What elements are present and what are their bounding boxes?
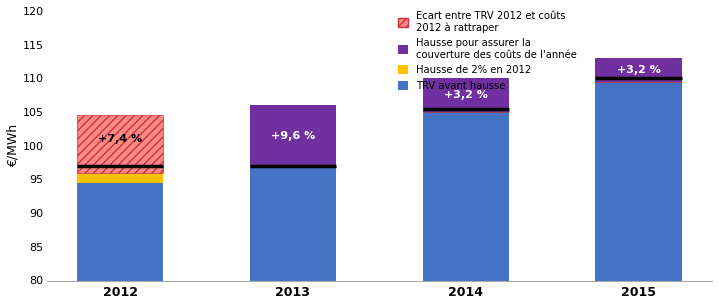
Bar	[77, 173, 163, 183]
Bar	[595, 82, 682, 281]
Bar	[249, 105, 336, 167]
Bar	[77, 115, 163, 173]
Bar	[423, 78, 509, 112]
Text: +3,2 %: +3,2 %	[617, 65, 661, 75]
Text: +3,2 %: +3,2 %	[444, 90, 487, 100]
Text: +7,4 %: +7,4 %	[98, 134, 142, 144]
Y-axis label: €/MWh: €/MWh	[7, 124, 20, 167]
Text: +9,6 %: +9,6 %	[271, 131, 315, 141]
Bar	[249, 167, 336, 281]
Bar	[595, 58, 682, 82]
Bar	[77, 183, 163, 281]
Bar	[423, 112, 509, 281]
Legend: Ecart entre TRV 2012 et coûts
2012 à rattraper, Hausse pour assurer la
couvertur: Ecart entre TRV 2012 et coûts 2012 à rat…	[398, 10, 577, 91]
